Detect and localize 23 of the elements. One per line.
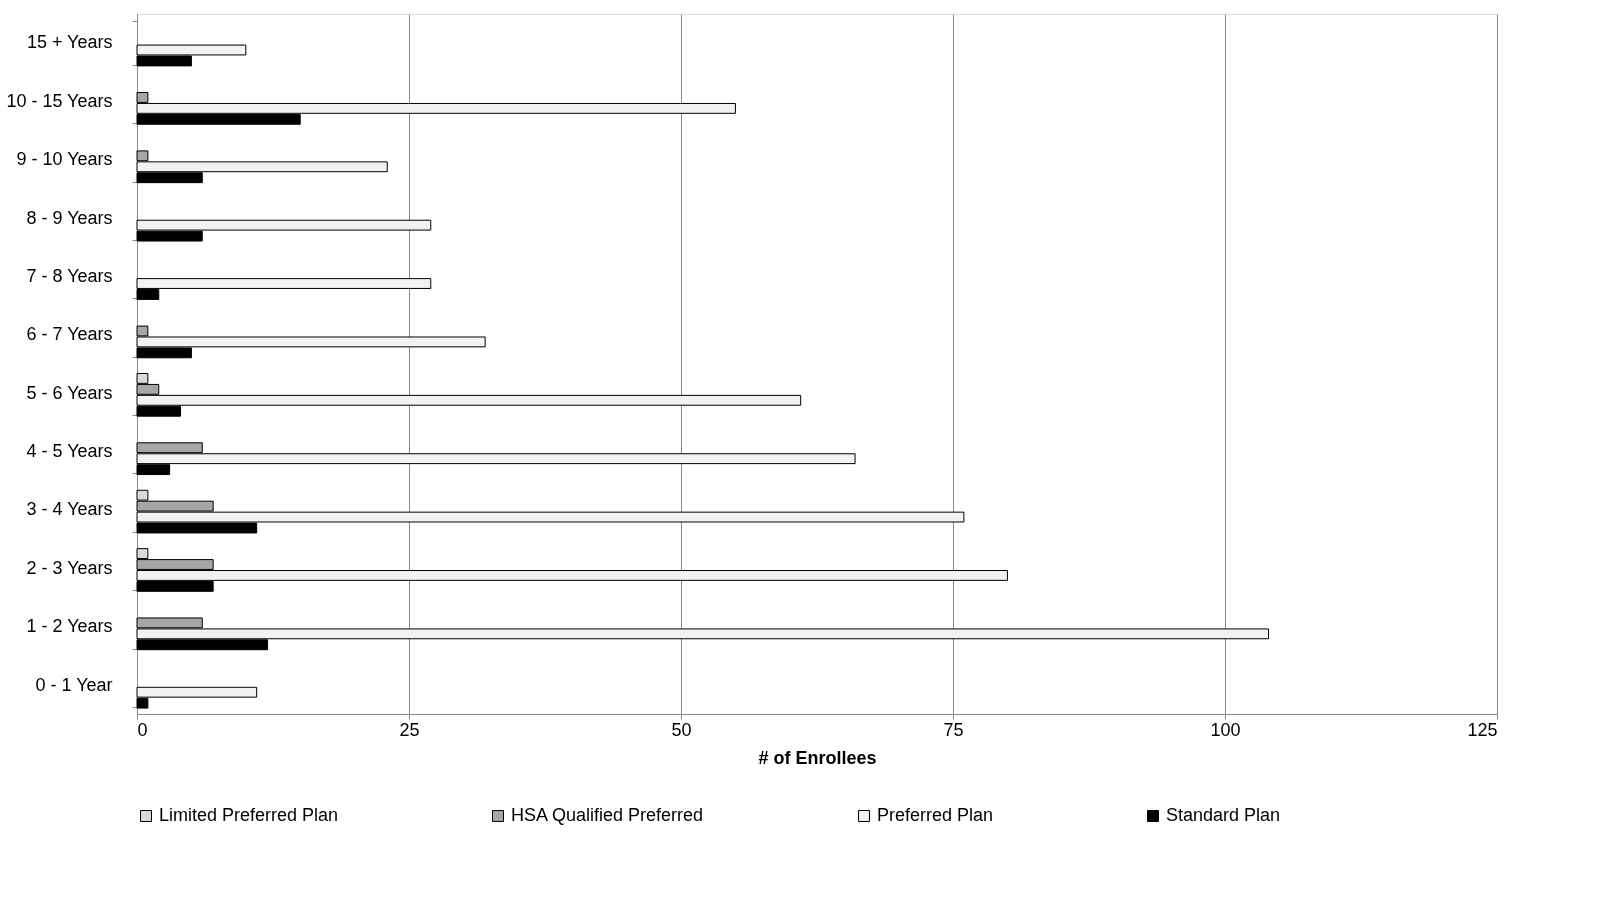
y-tick-label: 8 - 9 Years bbox=[26, 207, 113, 228]
x-tick-label: 25 bbox=[399, 719, 420, 740]
y-tick-label: 7 - 8 Years bbox=[26, 265, 113, 286]
y-tick-label: 5 - 6 Years bbox=[26, 382, 113, 403]
legend-label: Limited Preferred Plan bbox=[159, 805, 339, 825]
x-tick-label: 100 bbox=[1210, 719, 1241, 740]
y-tick-label: 4 - 5 Years bbox=[26, 441, 113, 462]
x-tick-label: 125 bbox=[1467, 719, 1498, 740]
x-tick-label: 50 bbox=[671, 719, 692, 740]
y-tick-label: 0 - 1 Year bbox=[35, 674, 113, 695]
y-tick-label: 3 - 4 Years bbox=[26, 499, 113, 520]
y-tick-label: 1 - 2 Years bbox=[26, 616, 113, 637]
y-tick-label: 2 - 3 Years bbox=[26, 557, 113, 578]
x-tick-label: 75 bbox=[943, 719, 964, 740]
legend-label: HSA Qualified Preferred bbox=[511, 805, 704, 825]
legend-label: Preferred Plan bbox=[877, 805, 994, 825]
y-tick-label: 10 - 15 Years bbox=[6, 90, 113, 111]
x-tick-label: 0 bbox=[137, 719, 148, 740]
y-tick-label: 6 - 7 Years bbox=[26, 324, 113, 345]
x-axis-title: # of Enrollees bbox=[758, 747, 877, 768]
legend-label: Standard Plan bbox=[1166, 805, 1281, 825]
y-tick-label: 15 + Years bbox=[26, 32, 113, 53]
y-tick-label: 9 - 10 Years bbox=[16, 149, 113, 170]
